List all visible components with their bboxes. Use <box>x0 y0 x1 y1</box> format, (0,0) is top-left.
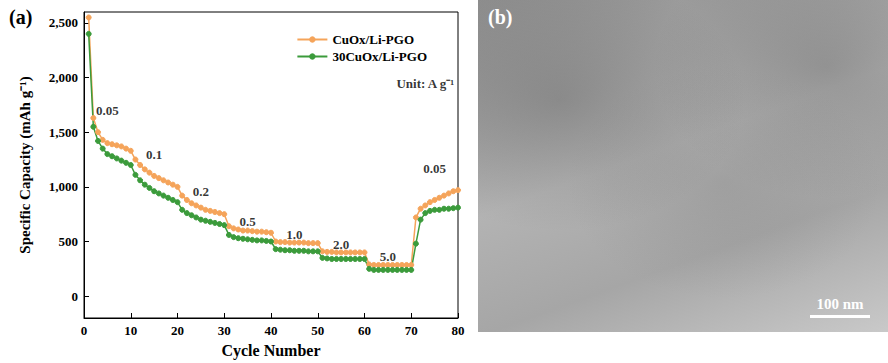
svg-text:2,000: 2,000 <box>49 70 78 85</box>
svg-text:0.05: 0.05 <box>423 161 446 176</box>
svg-text:Cycle Number: Cycle Number <box>221 342 320 360</box>
svg-text:0: 0 <box>72 289 79 304</box>
svg-text:80: 80 <box>452 323 465 338</box>
svg-text:CuOx/Li-PGO: CuOx/Li-PGO <box>332 32 414 47</box>
html-text:(b): (b) <box>488 6 513 28</box>
svg-text:20: 20 <box>171 323 184 338</box>
svg-text:1.0: 1.0 <box>286 227 302 242</box>
svg-text:1,500: 1,500 <box>49 125 78 140</box>
svg-text:70: 70 <box>405 323 418 338</box>
html-text:100 nm: 100 nm <box>816 296 864 312</box>
svg-text:5.0: 5.0 <box>380 249 396 264</box>
svg-text:10: 10 <box>124 323 137 338</box>
svg-text:Specific Capacity (mAh g⁻¹): Specific Capacity (mAh g⁻¹) <box>17 76 34 253</box>
svg-text:40: 40 <box>265 323 278 338</box>
svg-text:0.2: 0.2 <box>193 184 209 199</box>
svg-text:0: 0 <box>81 323 88 338</box>
svg-text:60: 60 <box>358 323 371 338</box>
svg-text:500: 500 <box>59 234 79 249</box>
svg-text:50: 50 <box>311 323 324 338</box>
svg-text:30: 30 <box>218 323 231 338</box>
svg-text:0.5: 0.5 <box>240 214 257 229</box>
svg-text:2,500: 2,500 <box>49 15 78 30</box>
svg-text:2.0: 2.0 <box>333 237 349 252</box>
svg-text:Unit: A g⁻¹: Unit: A g⁻¹ <box>396 76 454 91</box>
svg-text:1,000: 1,000 <box>49 179 78 194</box>
svg-text:(a): (a) <box>9 6 32 29</box>
svg-text:0.1: 0.1 <box>146 147 162 162</box>
svg-text:0.05: 0.05 <box>96 103 119 118</box>
svg-text:30CuOx/Li-PGO: 30CuOx/Li-PGO <box>332 49 427 64</box>
